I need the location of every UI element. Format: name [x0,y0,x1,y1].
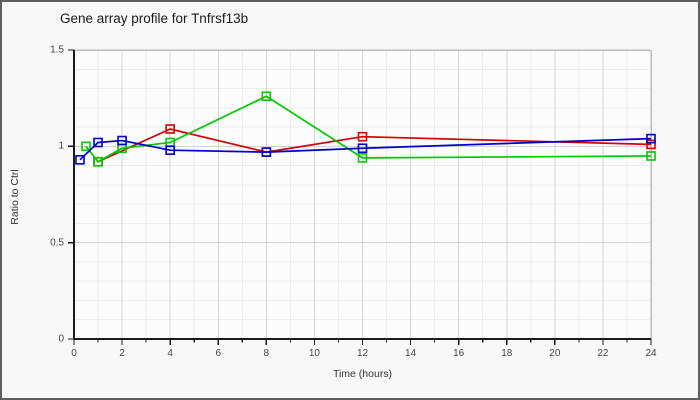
series-red-marker [646,139,656,150]
x-tick-label: 0 [71,348,77,359]
y-axis-title: Ratio to Ctrl [9,169,21,225]
x-tick-label: 8 [263,348,270,359]
series-blue-marker [165,145,175,155]
y-tick-label: 1.5 [50,44,64,56]
series-green-marker [646,151,656,161]
y-tick-label: 0.5 [50,237,64,249]
y-tick-label: 1 [58,140,64,152]
chart-title: Gene array profile for Tnfrsf13b [60,11,249,26]
series-blue-line [79,137,652,161]
x-tick-label: 18 [501,348,513,359]
x-tick-label: 4 [167,348,173,359]
series-blue-marker [357,143,368,154]
series-red-marker [165,124,175,134]
series-blue-marker [117,135,127,146]
x-tick-label: 22 [597,348,609,359]
series-green-marker [261,91,272,102]
x-tick-label: 2 [119,348,125,359]
x-tick-label: 16 [453,348,465,359]
y-tick-label: 0 [58,333,64,345]
series-green-marker [357,153,368,163]
x-tick-label: 12 [356,348,369,359]
series-blue-marker [646,133,656,144]
series-blue-marker [75,155,85,165]
x-tick-label: 24 [645,348,657,359]
series-green-marker [81,141,91,152]
x-tick-label: 10 [308,348,320,359]
series-red-marker [357,131,368,142]
x-tick-label: 6 [215,348,222,359]
x-axis-title: Time (hours) [332,368,393,380]
series-green-line [85,95,652,163]
x-tick-label: 14 [405,348,417,359]
series-green-marker [93,156,103,167]
series-blue-marker [93,137,103,148]
series-blue-marker [261,147,272,157]
x-tick-label: 20 [549,348,561,359]
